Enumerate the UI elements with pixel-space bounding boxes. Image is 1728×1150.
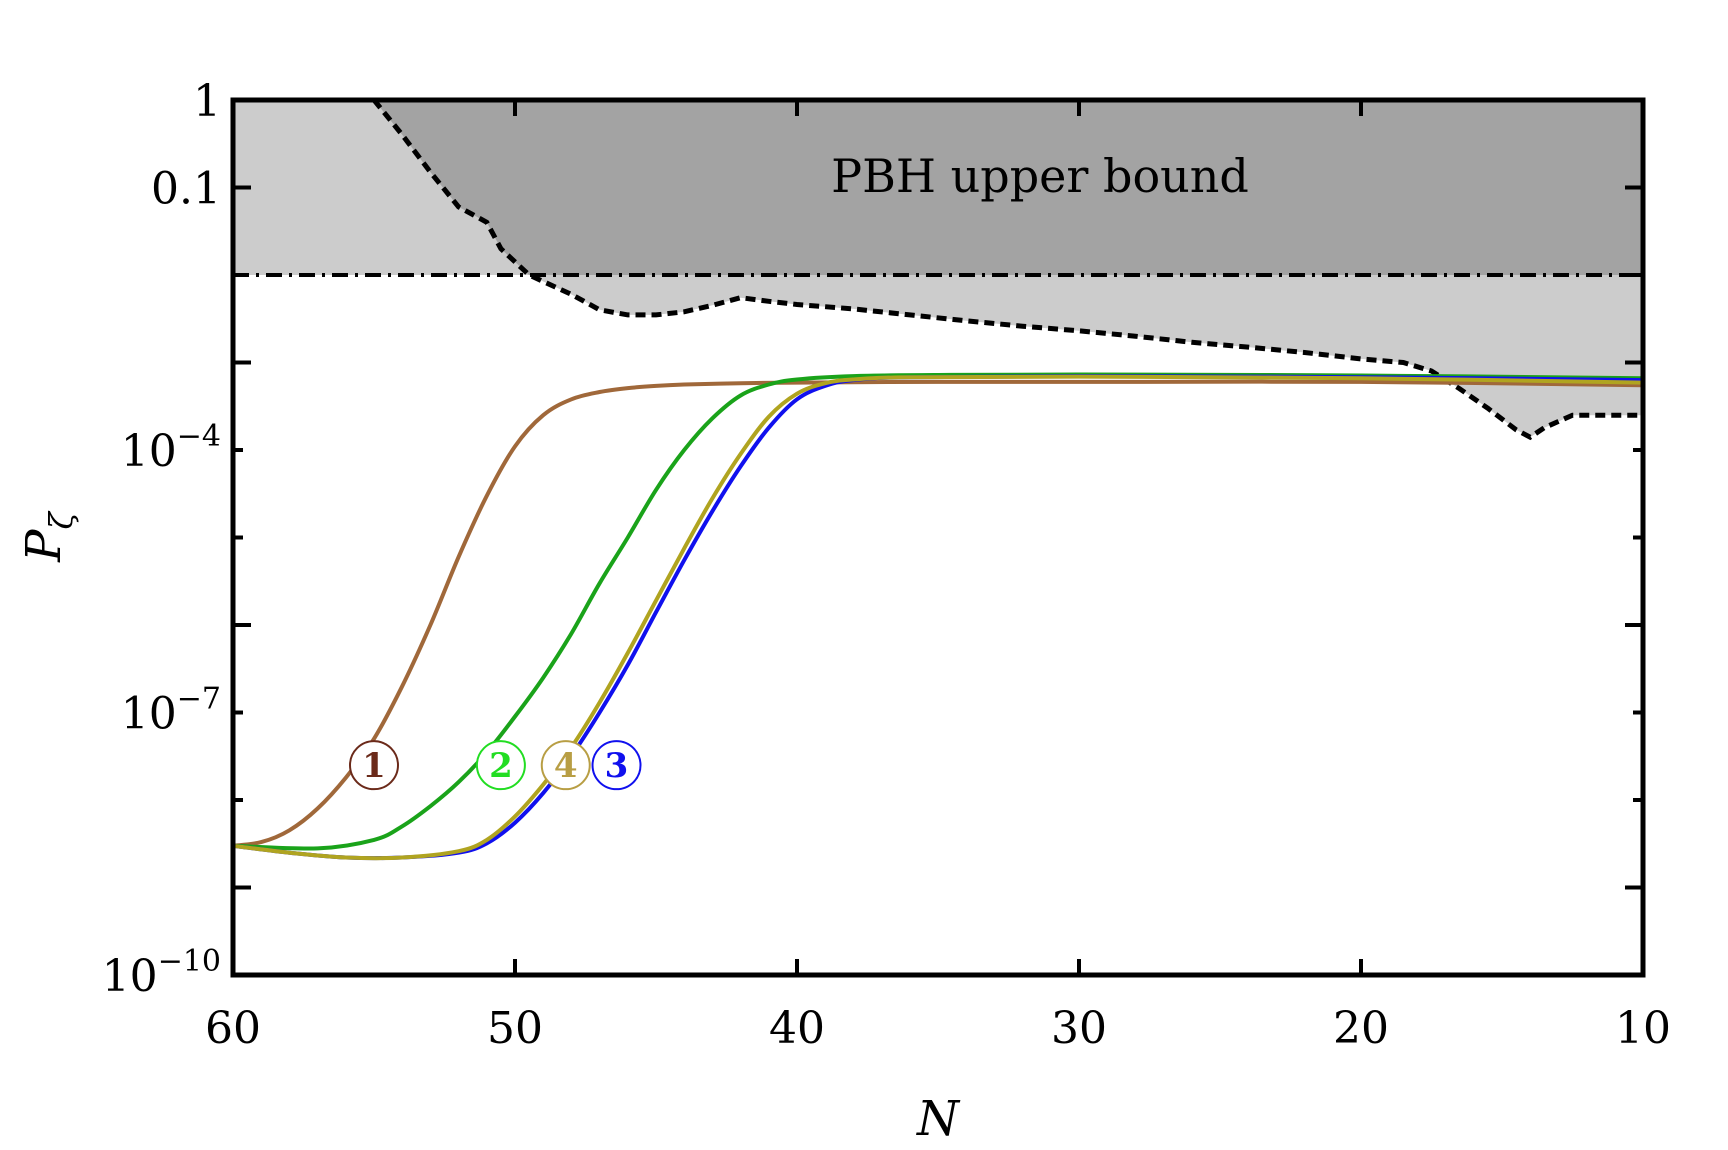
x-tick-label: 10 [1615,1003,1671,1054]
shaded-regions [233,100,1643,438]
series-line-2 [233,372,1643,851]
y-tick-label: 10−7 [121,682,221,740]
x-tick-label: 30 [1051,1003,1107,1054]
y-tick-base: 10 [102,951,158,1002]
pbh-bound-lines [233,100,1643,441]
x-tick-label: 20 [1333,1003,1389,1054]
y-tick-exponent: −4 [177,419,221,454]
y-tick-label: 0.1 [151,164,221,215]
y-tick-label: 1 [193,76,221,127]
marker-circle-3 [591,740,642,791]
y-axis-label: Pζ [16,511,80,563]
marker-label-1: 1 [362,746,386,786]
marker-circle-1 [349,740,399,791]
x-tick-label: 50 [487,1003,543,1054]
x-tick-label: 60 [205,1003,261,1054]
y-tick-exponent: −10 [158,944,221,979]
pbh-bound-dashed-line [372,100,1643,441]
y-tick-exponent: −7 [177,682,221,717]
marker-circle-4 [540,740,591,791]
y-tick-label: 10−4 [121,419,221,477]
y-tick-base: 10 [121,426,177,477]
dark-excluded-region [374,100,1643,275]
y-axis-label-main: P [16,529,72,563]
series-curves [233,372,1643,861]
marker-circle-2 [475,740,526,791]
x-tick-label: 40 [769,1003,825,1054]
y-tick-label: 10−10 [102,944,221,1002]
series-line-4 [233,374,1643,861]
marker-label-3: 3 [605,746,629,786]
pbh-upper-bound-annotation: PBH upper bound [831,149,1249,203]
series-line-1 [233,379,1643,848]
y-axis-label-subscript: ζ [42,511,80,530]
marker-label-4: 4 [554,746,578,786]
marker-label-2: 2 [489,746,513,786]
axis-ticks [231,98,1645,977]
series-line-3 [233,374,1643,861]
y-tick-base: 10 [121,689,177,740]
x-axis-label: N [916,1091,961,1147]
